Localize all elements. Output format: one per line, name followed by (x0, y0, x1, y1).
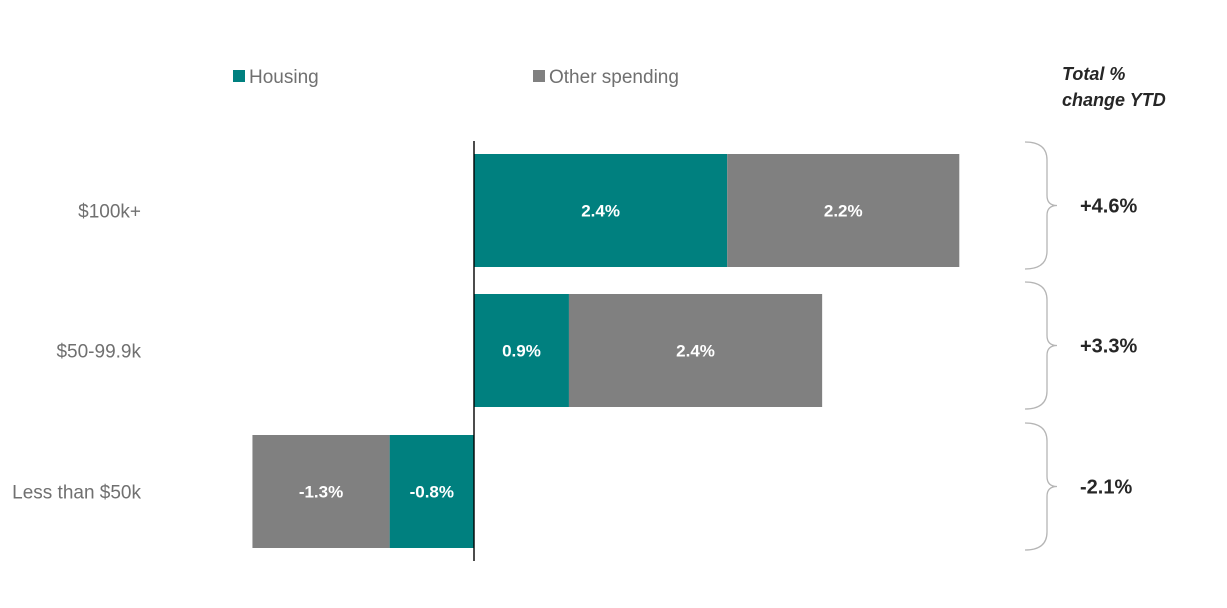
total-braces (1024, 141, 1058, 551)
bars: 2.4% 2.2% 0.9% 2.4% -0.8% -1.3% (252, 154, 960, 548)
bar-other-spending-100k (727, 154, 960, 267)
bar-housing-100k (474, 154, 728, 267)
legend-swatch-housing (233, 70, 245, 82)
data-label-other-spending-50-99-9k: 2.4% (676, 342, 715, 361)
total-value-less-than-50k: -2.1% (1080, 477, 1132, 499)
data-label-other-spending-less-than-50k: -1.3% (299, 483, 343, 502)
bar-housing-50-99-9k (474, 294, 569, 407)
legend-label-housing: Housing (249, 67, 319, 88)
total-value-50-99-9k: +3.3% (1080, 336, 1137, 358)
bar-housing-less-than-50k (389, 435, 474, 548)
bar-other-spending-less-than-50k (252, 435, 390, 548)
data-label-housing-less-than-50k: -0.8% (410, 483, 454, 502)
total-values: +4.6% +3.3% -2.1% (1080, 196, 1137, 499)
legend: Housing Other spending (233, 67, 679, 88)
total-value-100k: +4.6% (1080, 196, 1137, 218)
category-labels: $100k+ $50-99.9k Less than $50k (12, 202, 141, 504)
data-label-housing-50-99-9k: 0.9% (502, 342, 541, 361)
totals-header: Total % change YTD (1062, 64, 1166, 110)
legend-swatch-other-spending (533, 70, 545, 82)
bar-other-spending-50-99-9k (568, 294, 823, 407)
brace-50-99-9k (1024, 281, 1058, 410)
legend-label-other-spending: Other spending (549, 67, 679, 88)
totals-header-line-2: change YTD (1062, 90, 1166, 110)
brace-100k (1024, 141, 1058, 270)
totals-header-line-1: Total % (1062, 64, 1125, 84)
category-label-100k: $100k+ (78, 202, 141, 223)
category-label-less-than-50k: Less than $50k (12, 483, 141, 504)
category-label-50-99-9k: $50-99.9k (56, 342, 141, 363)
data-label-other-spending-100k: 2.2% (824, 202, 863, 221)
data-label-housing-100k: 2.4% (581, 202, 620, 221)
brace-less-than-50k (1024, 422, 1058, 551)
